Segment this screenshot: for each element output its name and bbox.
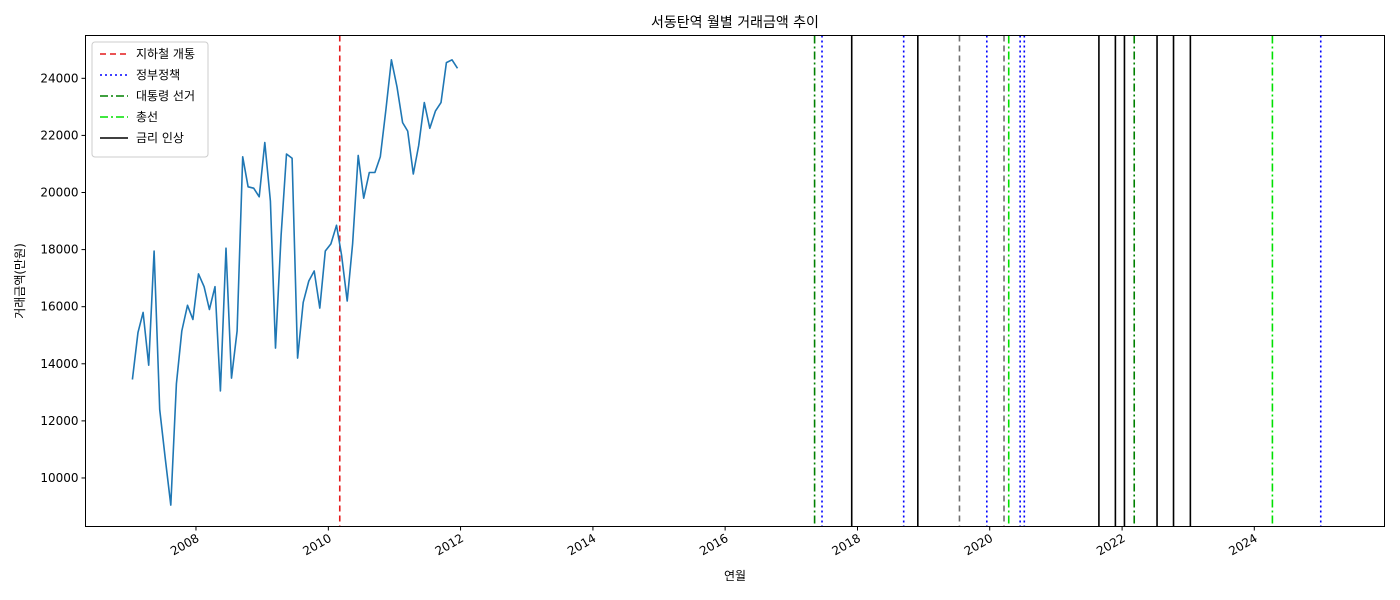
x-tick-label: 2012 [433, 531, 466, 558]
y-tick-label: 24000 [40, 71, 78, 85]
y-tick-label: 12000 [40, 414, 78, 428]
y-tick-label: 20000 [40, 186, 78, 200]
chart-title: 서동탄역 월별 거래금액 추이 [651, 15, 819, 31]
legend-label: 대통령 선거 [136, 89, 195, 103]
x-tick-label: 2018 [830, 531, 863, 558]
legend-box [91, 41, 209, 158]
legend-label: 총선 [136, 110, 158, 124]
x-tick-label: 2024 [1226, 531, 1259, 558]
legend-label: 정부정책 [136, 67, 180, 82]
legend-label: 금리 인상 [136, 131, 184, 145]
y-axis-label: 거래금액(만원) [13, 243, 27, 319]
event-lines [338, 35, 1322, 527]
x-tick-label: 2014 [565, 531, 598, 558]
series-line [131, 58, 459, 506]
y-tick-label: 18000 [40, 243, 78, 257]
ticks-layer: 10000 12000 14000 16000 18000 20000 22000 24000… [40, 71, 1259, 558]
x-axis-label: 연월 [724, 569, 746, 583]
x-tick-label: 2020 [962, 531, 995, 558]
y-tick-label: 16000 [40, 300, 78, 314]
legend-label: 지하철 개통 [136, 47, 195, 61]
x-tick-label: 2010 [300, 531, 333, 558]
x-tick-label: 2008 [168, 531, 201, 558]
x-tick-label: 2016 [697, 531, 730, 558]
y-tick-label: 10000 [40, 471, 78, 485]
x-tick-label: 2022 [1094, 531, 1127, 558]
plot-frame [85, 35, 1385, 527]
y-tick-label: 14000 [40, 357, 78, 371]
y-tick-label: 22000 [40, 128, 78, 142]
series-layer [131, 58, 459, 506]
